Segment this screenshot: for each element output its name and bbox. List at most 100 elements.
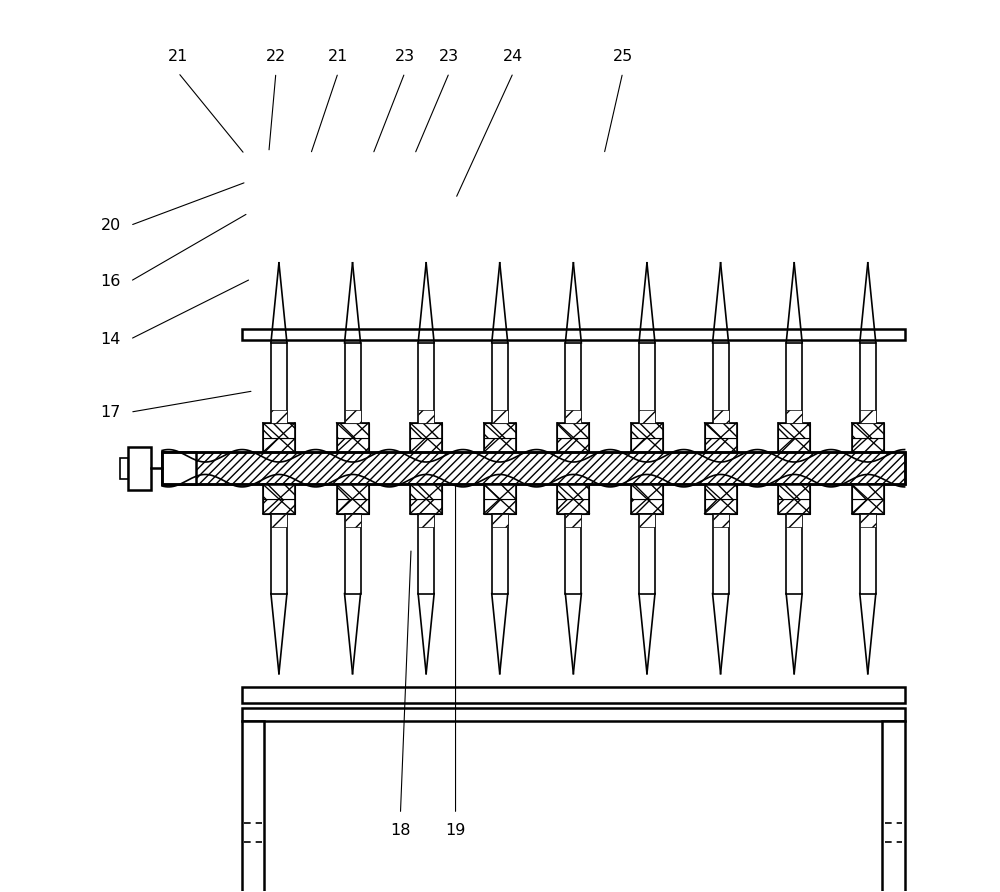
Bar: [484, 484, 516, 499]
Bar: [860, 514, 876, 593]
Text: 20: 20: [100, 218, 121, 233]
Bar: [639, 409, 655, 423]
Bar: [337, 484, 369, 514]
Bar: [860, 409, 876, 423]
Bar: [263, 484, 295, 514]
Text: 22: 22: [266, 49, 286, 64]
Bar: [345, 343, 361, 423]
Bar: [631, 484, 663, 514]
Bar: [557, 423, 589, 452]
Bar: [557, 423, 589, 438]
Bar: [242, 687, 905, 703]
Bar: [120, 458, 128, 479]
Bar: [631, 423, 663, 452]
Bar: [705, 499, 737, 514]
Bar: [242, 721, 264, 892]
Bar: [565, 409, 581, 423]
Bar: [778, 423, 810, 452]
Bar: [271, 343, 287, 423]
Text: 18: 18: [390, 822, 411, 838]
Bar: [484, 423, 516, 438]
Bar: [713, 409, 729, 423]
Bar: [263, 423, 295, 438]
Bar: [786, 514, 802, 527]
Bar: [786, 514, 802, 593]
Bar: [345, 514, 361, 593]
Bar: [639, 514, 655, 593]
Bar: [337, 423, 369, 438]
Bar: [128, 447, 151, 490]
Bar: [410, 423, 442, 438]
Bar: [345, 409, 361, 423]
Bar: [271, 514, 287, 593]
Bar: [557, 484, 589, 514]
Bar: [860, 343, 876, 423]
Bar: [778, 423, 810, 438]
Bar: [271, 409, 287, 423]
Bar: [345, 514, 361, 527]
Bar: [778, 499, 810, 514]
Text: 16: 16: [100, 274, 121, 289]
Text: 14: 14: [100, 332, 121, 347]
Bar: [631, 438, 663, 452]
Bar: [492, 514, 508, 593]
Bar: [705, 423, 737, 452]
Bar: [242, 328, 905, 340]
Bar: [565, 514, 581, 527]
Bar: [631, 499, 663, 514]
Text: 19: 19: [445, 822, 466, 838]
Bar: [492, 343, 508, 423]
Bar: [557, 499, 589, 514]
Bar: [162, 452, 905, 484]
Bar: [337, 438, 369, 452]
Text: 25: 25: [613, 49, 633, 64]
Bar: [631, 484, 663, 499]
Bar: [418, 343, 434, 423]
Bar: [337, 423, 369, 452]
Bar: [337, 484, 369, 499]
Bar: [852, 499, 884, 514]
Bar: [242, 708, 905, 721]
Bar: [852, 484, 884, 514]
Bar: [263, 484, 295, 499]
Bar: [492, 514, 508, 527]
Bar: [713, 343, 729, 423]
Bar: [860, 514, 876, 527]
Bar: [263, 499, 295, 514]
Text: 23: 23: [439, 49, 459, 64]
Bar: [263, 438, 295, 452]
Text: 23: 23: [395, 49, 415, 64]
Text: 21: 21: [328, 49, 348, 64]
Text: 24: 24: [503, 49, 523, 64]
Bar: [410, 499, 442, 514]
Bar: [337, 499, 369, 514]
Bar: [162, 452, 905, 484]
Bar: [705, 484, 737, 514]
Bar: [705, 438, 737, 452]
Bar: [639, 343, 655, 423]
Bar: [484, 499, 516, 514]
Bar: [410, 438, 442, 452]
Bar: [484, 423, 516, 452]
Bar: [852, 423, 884, 452]
Bar: [557, 438, 589, 452]
Bar: [631, 423, 663, 438]
Bar: [565, 343, 581, 423]
Bar: [778, 484, 810, 499]
Bar: [410, 484, 442, 499]
Bar: [418, 409, 434, 423]
Bar: [705, 423, 737, 438]
Bar: [484, 484, 516, 514]
Bar: [713, 514, 729, 527]
Bar: [410, 484, 442, 514]
Bar: [565, 514, 581, 593]
Bar: [162, 452, 196, 484]
Bar: [882, 721, 905, 892]
Bar: [852, 438, 884, 452]
Bar: [778, 484, 810, 514]
Bar: [557, 484, 589, 499]
Bar: [410, 423, 442, 452]
Bar: [418, 514, 434, 593]
Bar: [852, 484, 884, 499]
Bar: [263, 423, 295, 452]
